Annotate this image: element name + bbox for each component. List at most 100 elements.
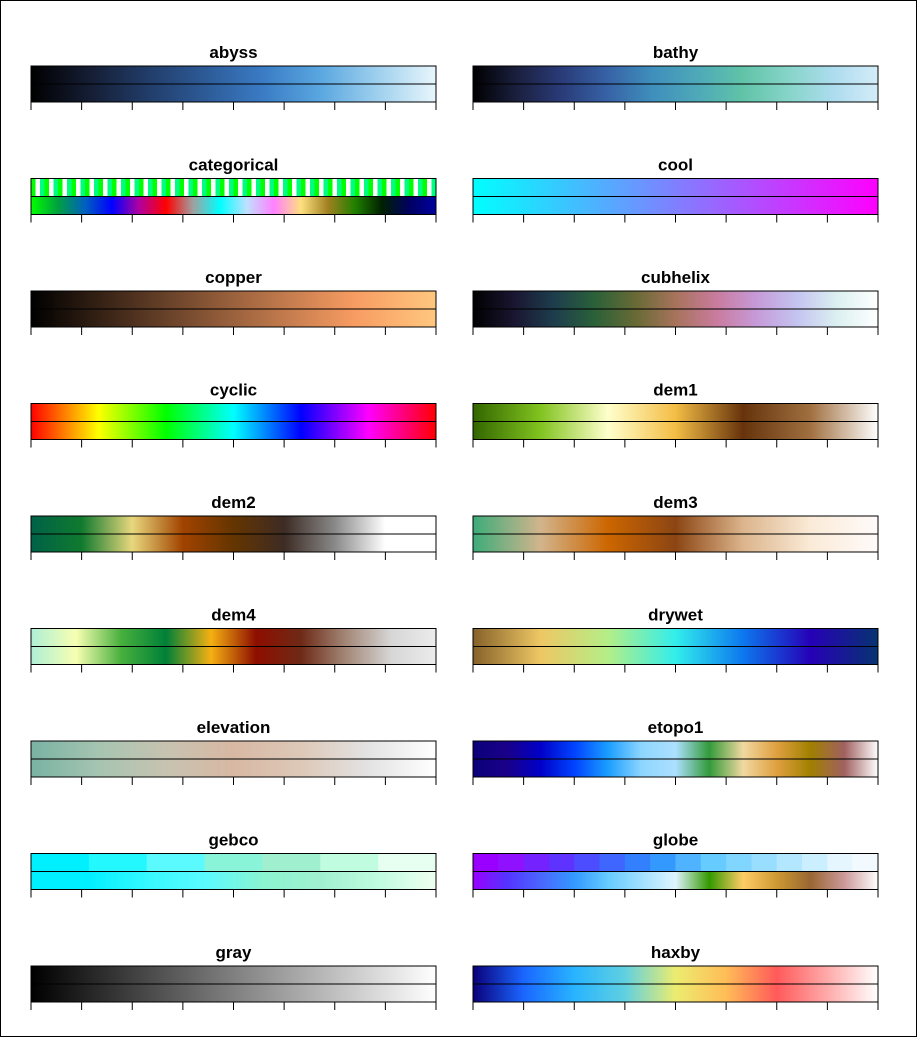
colormap-haxby: haxby xyxy=(472,943,879,1010)
colormap-swatch xyxy=(431,178,437,197)
colormap-title: bathy xyxy=(653,43,699,62)
colormap-swatch xyxy=(88,853,148,872)
colormap-swatch xyxy=(215,178,221,197)
colormap-swatch xyxy=(67,178,72,197)
colormap-swatch xyxy=(320,853,379,872)
colormap-title: dem3 xyxy=(653,493,697,512)
colormap-swatch xyxy=(368,178,374,197)
colormap-swatch xyxy=(143,178,149,197)
colormap-swatch xyxy=(204,853,263,872)
colormap-bottom-band xyxy=(473,871,878,890)
colormap-swatch xyxy=(85,178,90,197)
colormap-discrete-band xyxy=(473,853,879,872)
colormap-swatch xyxy=(373,178,378,197)
colormap-swatch xyxy=(229,178,234,197)
colormap-title: drywet xyxy=(648,606,703,625)
colormap-cool: cool xyxy=(472,156,879,223)
colormap-swatch xyxy=(188,178,194,197)
colormap-swatch xyxy=(89,178,95,197)
colormap-cubhelix: cubhelix xyxy=(472,268,879,335)
colormap-swatch xyxy=(62,178,68,197)
colormap-elevation: elevation xyxy=(30,718,437,785)
colormap-bottom-band xyxy=(31,759,436,777)
colormap-swatch xyxy=(247,178,252,197)
colormap-swatch xyxy=(220,178,225,197)
colormap-title: haxby xyxy=(651,943,701,962)
colormap-swatch xyxy=(175,178,180,197)
colormap-bottom-band xyxy=(31,534,436,552)
colormap-swatch xyxy=(256,178,261,197)
colormap-swatch xyxy=(624,853,651,872)
colormap-swatch xyxy=(35,178,41,197)
colormap-swatch xyxy=(152,178,158,197)
colormap-copper: copper xyxy=(30,268,437,335)
colormap-bottom-band xyxy=(31,871,436,890)
colormap-swatch xyxy=(355,178,360,197)
colormap-title: categorical xyxy=(189,156,279,175)
colormap-swatch xyxy=(202,178,207,197)
colormap-swatch xyxy=(197,178,203,197)
colormap-swatch xyxy=(323,178,329,197)
colormap-top-band xyxy=(473,628,878,647)
colormap-swatch xyxy=(170,178,176,197)
colormap-swatch xyxy=(359,178,365,197)
colormap-bottom-band xyxy=(473,196,878,215)
colormap-swatch xyxy=(260,178,266,197)
colormap-swatch xyxy=(328,178,333,197)
colormap-swatch xyxy=(121,178,126,197)
colormap-top-band xyxy=(31,291,436,309)
colormap-swatch xyxy=(726,853,752,872)
colormap-swatch xyxy=(305,178,311,197)
colormap-top-band xyxy=(31,66,436,84)
colormap-top-band xyxy=(31,403,436,422)
colormap-top-band xyxy=(473,741,878,759)
colormap-title: gray xyxy=(216,943,252,962)
colormap-dem2: dem2 xyxy=(30,493,437,560)
colormap-top-band xyxy=(473,66,878,84)
colormap-title: dem4 xyxy=(211,606,256,625)
colormap-swatch xyxy=(112,178,117,197)
colormap-swatch xyxy=(184,178,189,197)
colormap-swatch xyxy=(314,178,320,197)
colormap-bottom-band xyxy=(31,421,436,440)
colormap-title: etopo1 xyxy=(648,718,704,737)
colormap-top-band xyxy=(31,516,436,534)
colormap-swatch xyxy=(40,178,45,197)
colormap-swatch xyxy=(427,178,432,197)
colormap-title: copper xyxy=(205,268,262,287)
colormap-dem1: dem1 xyxy=(472,381,879,448)
colormap-swatch xyxy=(548,853,575,872)
colormap-title: abyss xyxy=(209,43,257,62)
colormap-globe: globe xyxy=(472,831,879,898)
colormap-swatch xyxy=(206,178,212,197)
colormap-swatch xyxy=(238,178,243,197)
colormap-discrete-band xyxy=(31,853,437,872)
colormap-swatch xyxy=(377,178,383,197)
colormap-title: cyclic xyxy=(210,381,257,400)
colormap-swatch xyxy=(498,853,525,872)
colormap-swatch xyxy=(337,178,342,197)
colormap-swatch xyxy=(283,178,288,197)
colormap-swatch xyxy=(211,178,216,197)
colormap-top-band xyxy=(31,966,436,984)
colormap-bottom-band xyxy=(473,759,878,777)
colormap-etopo1: etopo1 xyxy=(472,718,879,785)
colormap-bottom-band xyxy=(31,309,436,327)
colormap-swatch xyxy=(751,853,778,872)
colormap-top-band xyxy=(473,178,878,197)
colormap-swatch xyxy=(473,853,499,872)
colormap-swatch xyxy=(166,178,171,197)
colormap-swatch xyxy=(852,853,879,872)
colormap-abyss: abyss xyxy=(30,43,437,110)
colormap-swatch xyxy=(116,178,122,197)
colormap-swatch xyxy=(274,178,279,197)
colormap-title: dem2 xyxy=(211,493,255,512)
colormap-swatch xyxy=(409,178,414,197)
colormap-swatch xyxy=(675,853,702,872)
colormap-swatch xyxy=(422,178,428,197)
colormap-swatch xyxy=(827,853,854,872)
colormap-swatch xyxy=(242,178,248,197)
colormap-top-band xyxy=(473,516,878,534)
colormap-title: dem1 xyxy=(653,381,697,400)
colormap-bottom-band xyxy=(31,196,436,215)
